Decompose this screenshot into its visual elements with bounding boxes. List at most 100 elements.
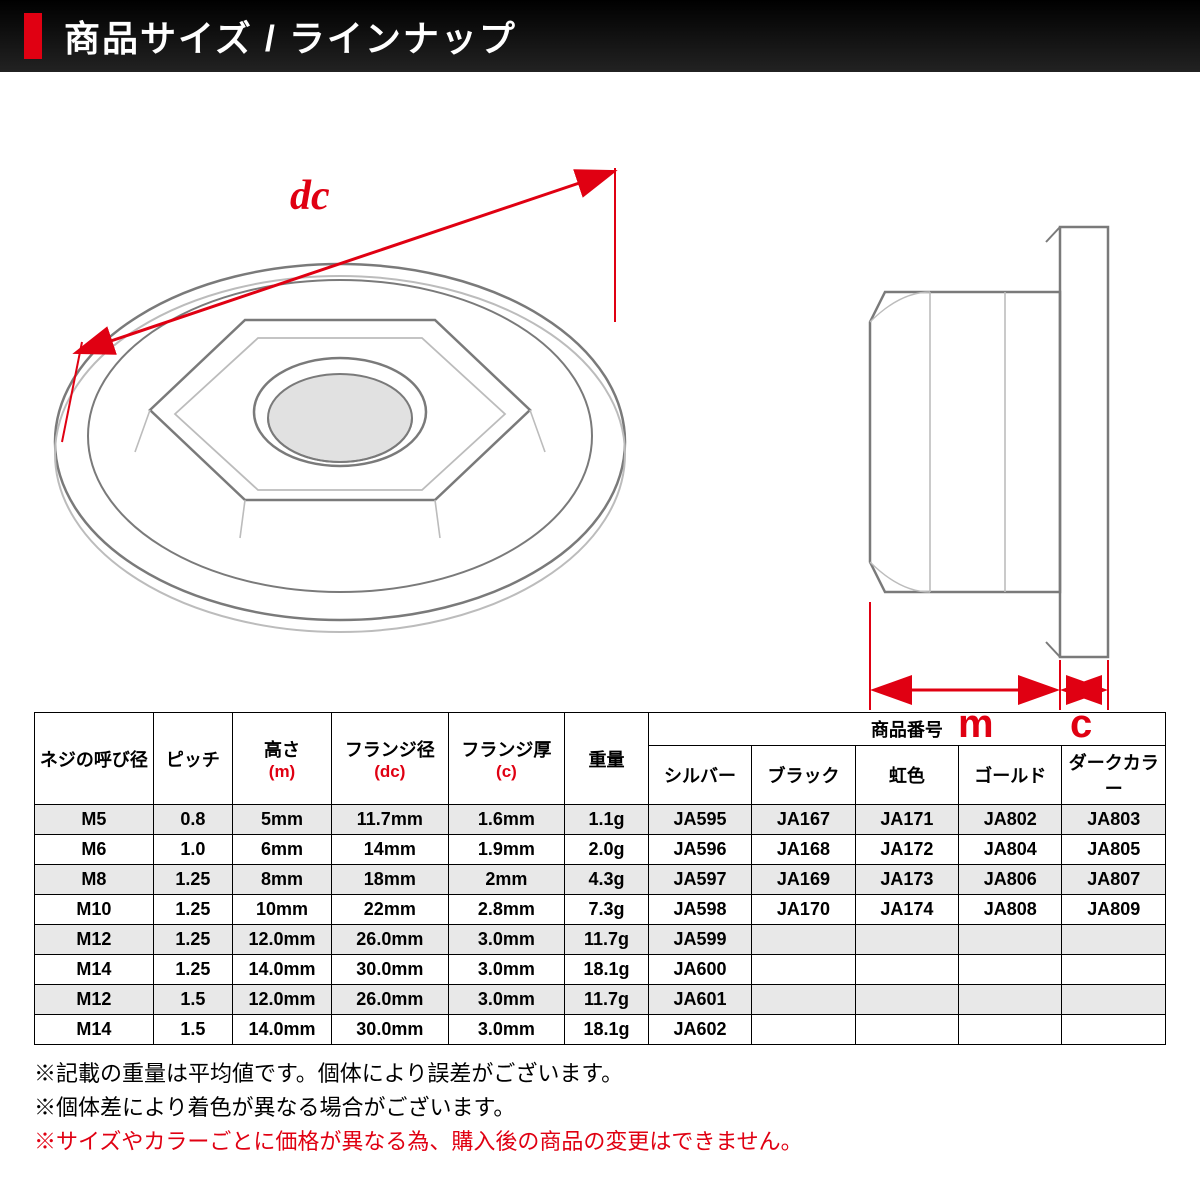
dimension-label-dc: dc xyxy=(290,172,330,220)
table-cell xyxy=(752,985,855,1015)
table-row: M81.258mm18mm2mm4.3gJA597JA169JA173JA806… xyxy=(35,865,1166,895)
table-cell: 1.0 xyxy=(153,835,232,865)
table-cell: 14.0mm xyxy=(233,1015,332,1045)
table-cell: 11.7g xyxy=(565,985,649,1015)
table-cell xyxy=(1062,985,1166,1015)
table-cell: JA170 xyxy=(752,895,855,925)
table-cell xyxy=(855,985,958,1015)
table-cell: 2.0g xyxy=(565,835,649,865)
table-cell: JA174 xyxy=(855,895,958,925)
table-cell: JA171 xyxy=(855,805,958,835)
table-cell xyxy=(959,955,1062,985)
table-cell: JA173 xyxy=(855,865,958,895)
table-cell: 14mm xyxy=(332,835,449,865)
table-cell: JA169 xyxy=(752,865,855,895)
table-cell: M14 xyxy=(35,1015,154,1045)
table-cell: JA168 xyxy=(752,835,855,865)
header-bar: 商品サイズ / ラインナップ xyxy=(0,0,1200,72)
table-cell: 12.0mm xyxy=(233,985,332,1015)
table-cell: 3.0mm xyxy=(448,1015,565,1045)
note-2: ※個体差により着色が異なる場合がございます。 xyxy=(34,1091,1166,1125)
table-cell xyxy=(959,925,1062,955)
table-cell: JA802 xyxy=(959,805,1062,835)
table-cell: 26.0mm xyxy=(332,925,449,955)
table-cell: JA599 xyxy=(648,925,751,955)
table-cell: JA597 xyxy=(648,865,751,895)
table-cell: JA596 xyxy=(648,835,751,865)
table-cell: 18.1g xyxy=(565,1015,649,1045)
table-cell: 26.0mm xyxy=(332,985,449,1015)
table-cell xyxy=(855,925,958,955)
table-cell xyxy=(855,955,958,985)
table-cell: 1.25 xyxy=(153,865,232,895)
table-cell: 6mm xyxy=(233,835,332,865)
table-cell: 4.3g xyxy=(565,865,649,895)
table-cell: JA803 xyxy=(1062,805,1166,835)
table-cell xyxy=(752,955,855,985)
table-cell xyxy=(959,985,1062,1015)
table-cell: JA807 xyxy=(1062,865,1166,895)
table-cell: JA808 xyxy=(959,895,1062,925)
table-row: M50.85mm11.7mm1.6mm1.1gJA595JA167JA171JA… xyxy=(35,805,1166,835)
table-cell xyxy=(959,1015,1062,1045)
table-cell: 18.1g xyxy=(565,955,649,985)
notes: ※記載の重量は平均値です。個体により誤差がございます。 ※個体差により着色が異な… xyxy=(0,1045,1200,1159)
table-cell: 18mm xyxy=(332,865,449,895)
header-accent xyxy=(24,13,42,59)
table-cell: M5 xyxy=(35,805,154,835)
table-cell: 7.3g xyxy=(565,895,649,925)
table-cell: M14 xyxy=(35,955,154,985)
table-cell: M12 xyxy=(35,925,154,955)
table-cell: M12 xyxy=(35,985,154,1015)
table-cell: 12.0mm xyxy=(233,925,332,955)
dimension-label-m: m xyxy=(958,702,994,747)
note-1: ※記載の重量は平均値です。個体により誤差がございます。 xyxy=(34,1057,1166,1091)
table-cell: M8 xyxy=(35,865,154,895)
table-cell: 30.0mm xyxy=(332,1015,449,1045)
note-3: ※サイズやカラーごとに価格が異なる為、購入後の商品の変更はできません。 xyxy=(34,1125,1166,1159)
table-cell: 1.25 xyxy=(153,955,232,985)
table-cell: 3.0mm xyxy=(448,925,565,955)
table-cell xyxy=(1062,1015,1166,1045)
diagram-area: dc m c xyxy=(0,72,1200,702)
table-row: M141.2514.0mm30.0mm3.0mm18.1gJA600 xyxy=(35,955,1166,985)
table-cell xyxy=(1062,925,1166,955)
table-cell: 0.8 xyxy=(153,805,232,835)
table-cell: 1.5 xyxy=(153,1015,232,1045)
table-cell: JA804 xyxy=(959,835,1062,865)
table-row: M121.512.0mm26.0mm3.0mm11.7gJA601 xyxy=(35,985,1166,1015)
table-cell: 3.0mm xyxy=(448,985,565,1015)
table-row: M121.2512.0mm26.0mm3.0mm11.7gJA599 xyxy=(35,925,1166,955)
table-cell: 22mm xyxy=(332,895,449,925)
table-cell: 1.25 xyxy=(153,895,232,925)
table-cell: 14.0mm xyxy=(233,955,332,985)
table-cell: 8mm xyxy=(233,865,332,895)
table-row: M141.514.0mm30.0mm3.0mm18.1gJA602 xyxy=(35,1015,1166,1045)
table-cell: 1.6mm xyxy=(448,805,565,835)
table-cell xyxy=(855,1015,958,1045)
table-cell: 11.7mm xyxy=(332,805,449,835)
table-cell: JA805 xyxy=(1062,835,1166,865)
table-cell: 1.25 xyxy=(153,925,232,955)
table-cell: JA172 xyxy=(855,835,958,865)
table-cell: M6 xyxy=(35,835,154,865)
table-cell: JA806 xyxy=(959,865,1062,895)
table-row: M101.2510mm22mm2.8mm7.3gJA598JA170JA174J… xyxy=(35,895,1166,925)
table-cell: JA167 xyxy=(752,805,855,835)
table-cell: 2.8mm xyxy=(448,895,565,925)
table-cell: 10mm xyxy=(233,895,332,925)
nut-diagram xyxy=(0,72,1200,772)
table-cell xyxy=(1062,955,1166,985)
table-cell xyxy=(752,1015,855,1045)
table-cell: 2mm xyxy=(448,865,565,895)
table-cell: JA598 xyxy=(648,895,751,925)
table-cell: 1.5 xyxy=(153,985,232,1015)
dimension-label-c: c xyxy=(1070,702,1092,747)
table-cell: JA601 xyxy=(648,985,751,1015)
table-cell xyxy=(752,925,855,955)
table-cell: JA602 xyxy=(648,1015,751,1045)
table-cell: 11.7g xyxy=(565,925,649,955)
table-cell: JA595 xyxy=(648,805,751,835)
table-cell: M10 xyxy=(35,895,154,925)
table-cell: 1.1g xyxy=(565,805,649,835)
